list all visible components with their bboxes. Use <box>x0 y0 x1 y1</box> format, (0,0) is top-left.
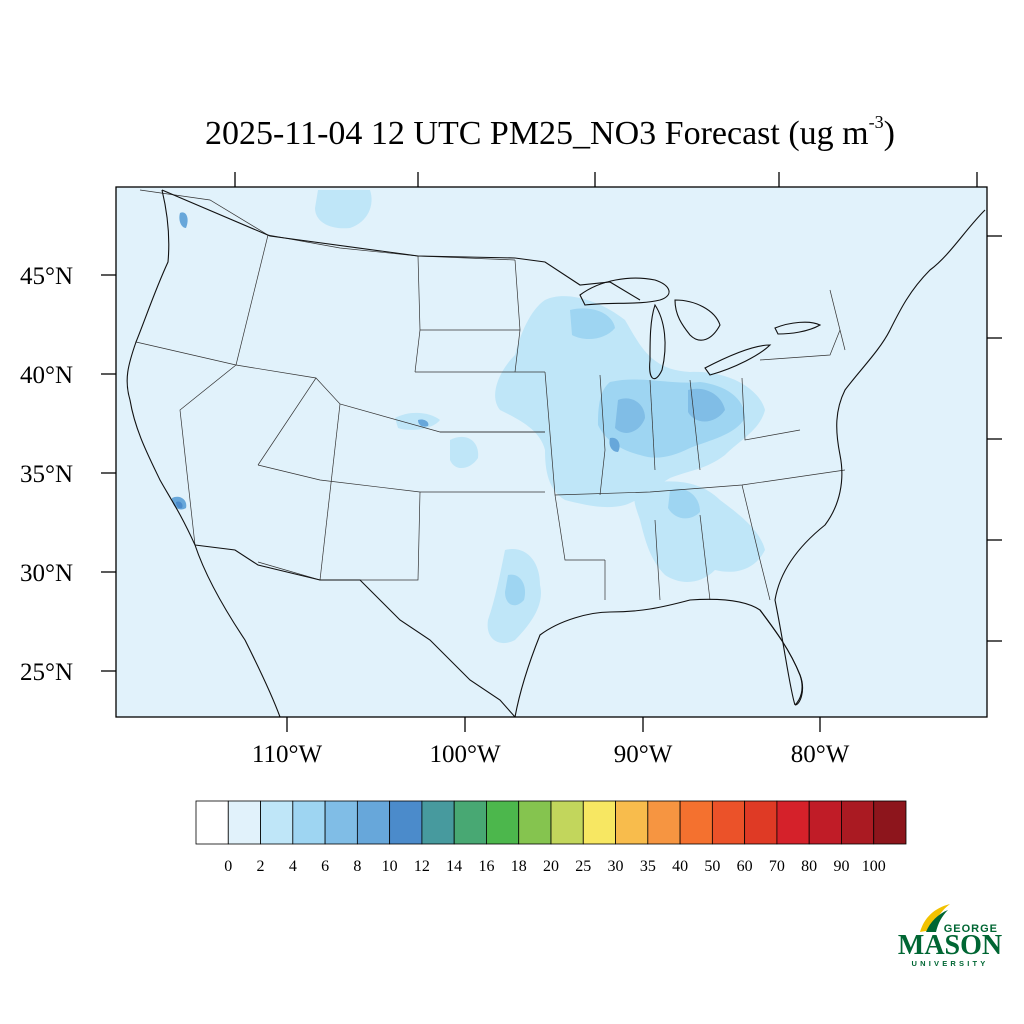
lon-label: 80°W <box>791 741 850 768</box>
map-title: 2025-11-04 12 UTC PM25_NO3 Forecast (ug … <box>0 112 1024 153</box>
colorbar-box <box>195 800 229 845</box>
lat-label: 25°N <box>20 659 73 686</box>
patch-kansas <box>450 436 479 469</box>
colorbar <box>195 800 907 845</box>
colorbar-box <box>227 800 261 845</box>
colorbar-tick-label: 30 <box>607 858 624 875</box>
lon-label: 110°W <box>252 741 323 768</box>
colorbar-box <box>518 800 552 845</box>
map-frame <box>115 186 988 718</box>
colorbar-box <box>324 800 358 845</box>
logo-main: MASON <box>898 930 1002 961</box>
colorbar-box <box>582 800 616 845</box>
patch-illinois-core <box>615 398 645 433</box>
longitude-labels: 110°W 100°W 90°W 80°W <box>252 741 850 768</box>
colorbar-tick-label: 20 <box>543 858 559 875</box>
colorbar-box <box>679 800 713 845</box>
logo-bottom: UNIVERSITY <box>911 959 988 968</box>
colorbar-box <box>808 800 842 845</box>
colorbar-tick-label: 90 <box>833 858 850 875</box>
colorbar-box <box>841 800 875 845</box>
colorbar-box <box>744 800 778 845</box>
colorbar-tick-label: 80 <box>801 858 818 875</box>
colorbar-tick-label: 8 <box>353 858 362 875</box>
colorbar-tick-label: 2 <box>256 858 265 875</box>
colorbar-box <box>776 800 810 845</box>
title-text: 2025-11-04 12 UTC PM25_NO3 Forecast (ug … <box>205 115 869 152</box>
colorbar-box <box>260 800 294 845</box>
colorbar-box <box>356 800 391 845</box>
lake-erie <box>704 344 772 376</box>
lat-label: 30°N <box>20 560 73 587</box>
lake-michigan <box>649 303 666 380</box>
mexico-border <box>194 544 516 717</box>
colorbar-tick-label: 14 <box>446 858 463 875</box>
colorbar-tick-label: 0 <box>224 858 233 875</box>
colorbar-box <box>486 800 520 845</box>
us-west-coast <box>126 189 196 546</box>
lake-ontario <box>774 321 822 335</box>
lat-label: 35°N <box>20 461 73 488</box>
patch-seattle <box>179 212 188 228</box>
lake-huron <box>674 299 721 341</box>
lon-label: 90°W <box>614 741 673 768</box>
colorbar-box <box>647 800 681 845</box>
colorbar-box <box>389 800 423 845</box>
colorbar-tick-label: 16 <box>478 858 495 875</box>
florida <box>759 609 804 706</box>
patch-stlouis <box>609 437 620 452</box>
colorbar-box <box>550 800 584 845</box>
colorbar-tick-label: 12 <box>413 858 430 875</box>
concentration-patches <box>126 189 986 717</box>
colorbar-tick-label: 40 <box>672 858 689 875</box>
lat-label: 40°N <box>20 362 73 389</box>
colorbar-box <box>873 800 907 845</box>
logo-flame-inner <box>926 910 948 932</box>
patch-la-core <box>176 501 183 509</box>
logo-flame <box>920 904 950 932</box>
patch-southeast <box>634 481 765 582</box>
colorbar-tick-label: 25 <box>575 858 592 875</box>
george-mason-logo: GEORGE MASON UNIVERSITY <box>898 904 1002 968</box>
logo-top: GEORGE <box>944 923 998 935</box>
patch-alabama <box>668 488 700 519</box>
lon-label: 100°W <box>429 741 500 768</box>
colorbar-box <box>615 800 649 845</box>
colorbar-box <box>292 800 326 845</box>
patch-texas-core <box>505 574 526 606</box>
colorbar-tick-label: 100 <box>861 858 886 875</box>
colorbar-tick-label: 18 <box>510 858 527 875</box>
patch-minnesota <box>570 308 615 340</box>
patch-denver <box>418 419 429 427</box>
colorbar-box <box>453 800 487 845</box>
title-exponent: -3 <box>868 112 884 132</box>
colorbar-box <box>421 800 455 845</box>
colorbar-tick-label: 35 <box>639 858 656 875</box>
colorbar-tick-label: 70 <box>768 858 785 875</box>
lake-superior <box>579 277 670 306</box>
baja-peninsula <box>194 544 281 717</box>
colorbar-tick-label: 6 <box>321 858 330 875</box>
colorbar-box <box>711 800 746 845</box>
coastlines <box>126 189 986 717</box>
colorbar-tick-label: 50 <box>704 858 721 875</box>
patch-ohio-core <box>688 388 725 422</box>
patch-canada-north <box>315 190 372 229</box>
patch-colorado <box>395 412 440 430</box>
axis-ticks <box>101 172 1002 732</box>
latitude-labels: 45°N 40°N 35°N 30°N 25°N <box>20 263 73 686</box>
east-coast <box>774 209 986 706</box>
colorbar-tick-label: 4 <box>288 858 297 875</box>
colorbar-tick-label: 60 <box>736 858 753 875</box>
colorbar-tick-label: 10 <box>381 858 398 875</box>
lat-label: 45°N <box>20 263 73 290</box>
title-close: ) <box>883 115 895 152</box>
